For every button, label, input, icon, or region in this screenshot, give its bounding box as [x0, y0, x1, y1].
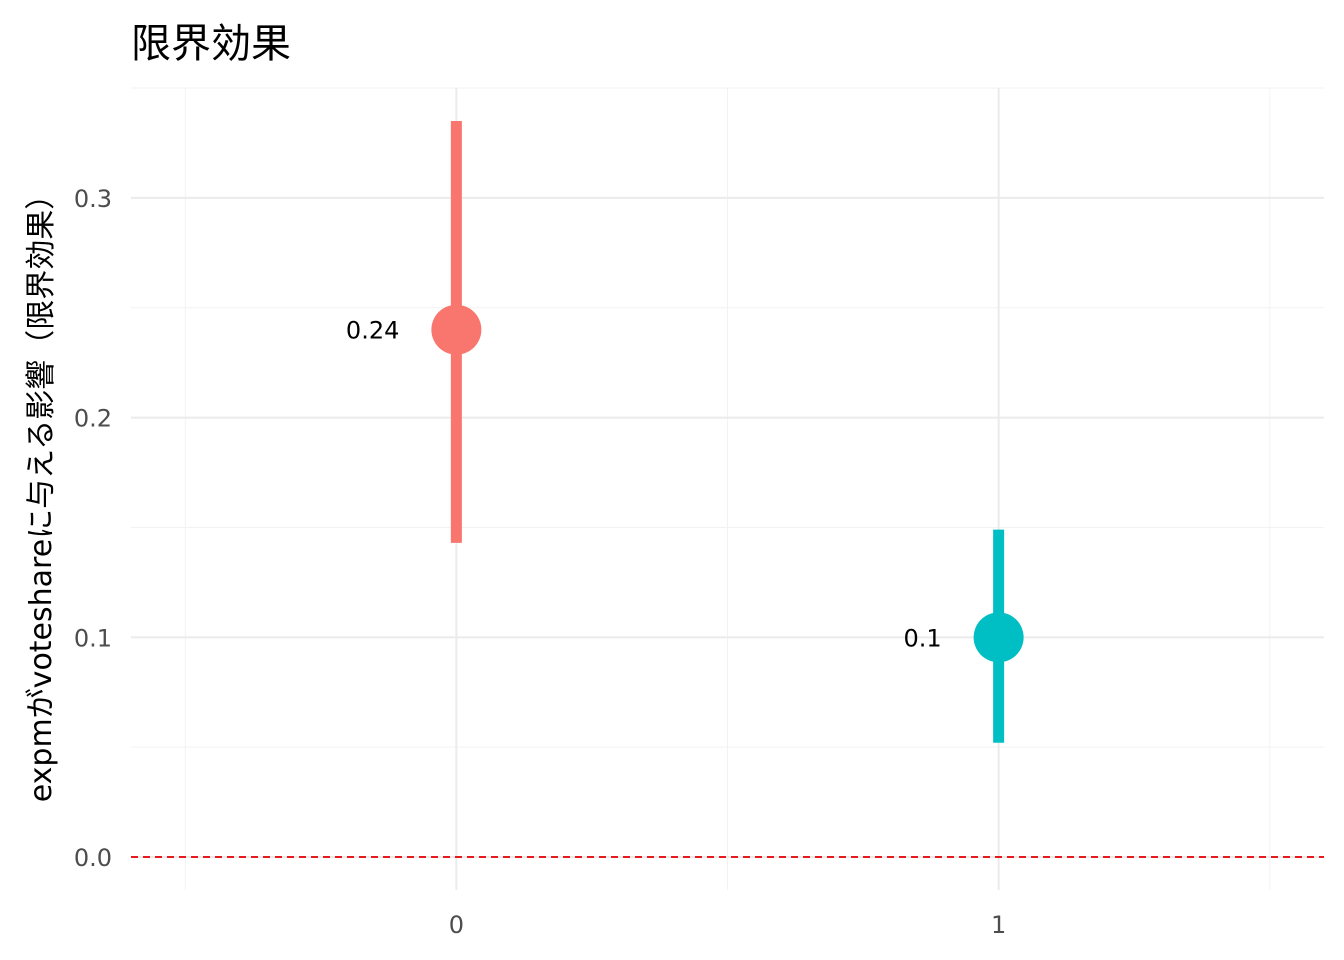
y-axis-ticks: 0.0 0.1 0.2 0.3	[74, 185, 112, 872]
y-tick-label: 0.3	[74, 185, 112, 213]
estimate-data-label: 0.24	[346, 317, 399, 345]
chart-title: 限界効果	[131, 21, 291, 67]
estimate-data-label: 0.1	[903, 624, 941, 652]
point-estimates: 0.24 0.1	[346, 120, 1024, 743]
y-tick-label: 0.2	[74, 405, 112, 433]
y-tick-label: 0.0	[74, 844, 112, 872]
y-axis-label: expmがvoteshareに与える影響（限界効果）	[24, 180, 59, 803]
x-tick-label: 1	[991, 911, 1006, 939]
x-tick-label: 0	[449, 911, 464, 939]
y-tick-label: 0.1	[74, 624, 112, 652]
grid-lines	[131, 87, 1324, 890]
point-estimate	[431, 304, 482, 355]
point-estimate	[973, 612, 1024, 663]
